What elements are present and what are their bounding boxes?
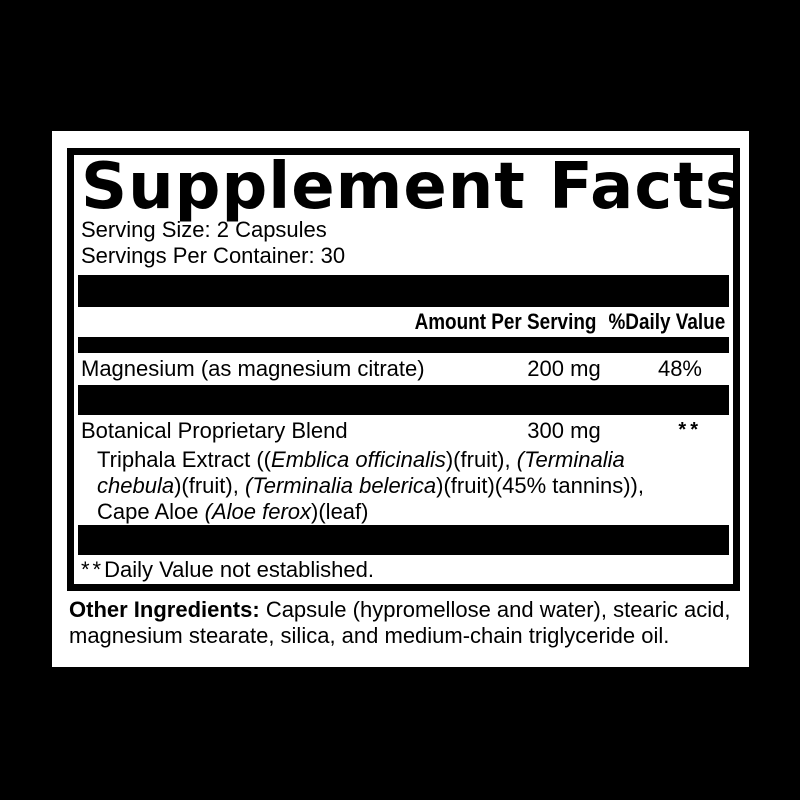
- daily-value-header: %Daily Value: [608, 309, 725, 334]
- ingredient-amount: 300 mg: [527, 418, 601, 443]
- footnote-text: Daily Value not established.: [104, 557, 374, 582]
- other-ingredients-label: Other Ingredients:: [69, 597, 260, 622]
- daily-value-footnote: **Daily Value not established.: [81, 555, 726, 584]
- supplement-label-card: Supplement Facts Serving Size: 2 Capsule…: [52, 131, 749, 667]
- serving-size-line: Serving Size: 2 Capsules: [81, 217, 327, 242]
- divider-bar-middle: [78, 385, 729, 415]
- blend-ingredient-line: Cape Aloe (Aloe ferox)(leaf): [97, 499, 369, 524]
- divider-bar-top: [78, 275, 729, 307]
- column-headers-inner: Amount Per Serving %Daily Value: [414, 309, 725, 335]
- supplement-facts-panel: Supplement Facts Serving Size: 2 Capsule…: [67, 148, 740, 591]
- amount-per-serving-header: Amount Per Serving: [414, 309, 597, 334]
- blend-ingredient-list: Triphala Extract ((Emblica officinalis)(…: [74, 447, 733, 525]
- column-headers: Amount Per Serving %Daily Value: [82, 307, 725, 337]
- ingredient-name: Botanical Proprietary Blend: [81, 418, 348, 443]
- ingredient-daily-value-asterisks: **: [678, 419, 702, 441]
- footnote-asterisks: **: [81, 557, 105, 582]
- divider-bar-header: [78, 337, 729, 353]
- ingredient-name: Magnesium (as magnesium citrate): [81, 356, 425, 381]
- other-ingredients-text: Capsule (hypromellose and water), steari…: [69, 597, 731, 648]
- panel-title: Supplement Facts: [81, 150, 740, 224]
- ingredient-amount: 200 mg: [527, 356, 601, 381]
- servings-per-container-line: Servings Per Container: 30: [81, 243, 346, 268]
- blend-ingredient-line: Triphala Extract ((Emblica officinalis)(…: [97, 447, 625, 472]
- blend-ingredient-line: chebula)(fruit), (Terminalia belerica)(f…: [97, 473, 644, 498]
- ingredient-daily-value: 48%: [657, 356, 702, 381]
- other-ingredients-paragraph: Other Ingredients: Capsule (hypromellose…: [69, 597, 734, 649]
- ingredient-row-magnesium: Magnesium (as magnesium citrate) 200 mg …: [74, 353, 733, 385]
- divider-bar-bottom: [78, 525, 729, 555]
- ingredient-row-botanical-blend: Botanical Proprietary Blend 300 mg **: [74, 415, 733, 447]
